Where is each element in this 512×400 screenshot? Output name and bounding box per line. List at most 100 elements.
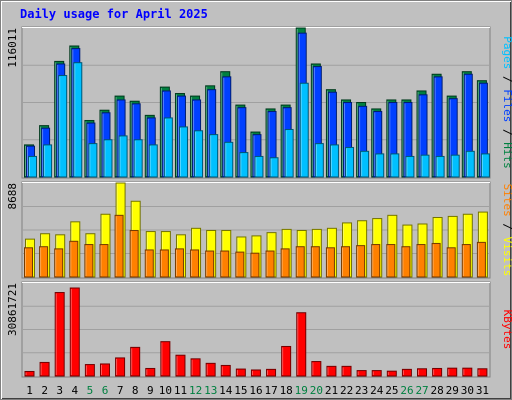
day-label-19: 19 <box>295 384 308 397</box>
day-label-28: 28 <box>431 384 444 397</box>
bar-kbytes-day-16 <box>250 369 261 377</box>
bar-kbytes-day-4 <box>69 287 80 377</box>
bar-kbytes-day-1 <box>24 370 35 377</box>
bar-pages-day-24 <box>375 153 385 178</box>
bar-sites-day-24 <box>371 244 381 278</box>
day-label-2: 2 <box>41 384 48 397</box>
bar-pages-day-3 <box>58 75 68 178</box>
bar-sites-day-3 <box>54 248 64 278</box>
bar-sites-day-13 <box>205 250 215 278</box>
bar-kbytes-day-24 <box>371 370 382 377</box>
legend-text: Sites / Visits <box>501 184 512 277</box>
legend-sites: Sites <box>501 184 512 217</box>
bar-pages-day-11 <box>178 126 188 178</box>
bar-kbytes-day-13 <box>205 362 216 377</box>
bar-kbytes-day-21 <box>326 365 337 377</box>
day-label-5: 5 <box>87 384 94 397</box>
bar-pages-day-31 <box>480 153 490 178</box>
bar-pages-day-20 <box>314 143 324 178</box>
bar-pages-day-8 <box>133 139 143 178</box>
bar-pages-day-21 <box>329 144 339 178</box>
day-label-27: 27 <box>415 384 428 397</box>
bar-kbytes-day-28 <box>432 367 443 377</box>
day-label-18: 18 <box>280 384 293 397</box>
legend-visits: Visits <box>501 237 512 277</box>
bar-kbytes-day-19 <box>296 312 307 377</box>
day-label-12: 12 <box>189 384 202 397</box>
panel-legend-kbytes: KBytes <box>501 310 512 350</box>
bar-sites-day-16 <box>250 252 260 278</box>
bar-kbytes-day-2 <box>39 361 50 377</box>
bar-kbytes-day-31 <box>477 368 488 377</box>
panel-legend-visits-sites: Sites / Visits <box>501 184 512 277</box>
bar-sites-day-15 <box>235 251 245 278</box>
day-label-6: 6 <box>102 384 109 397</box>
bar-pages-day-23 <box>360 150 370 178</box>
bar-pages-day-12 <box>194 130 204 178</box>
day-label-13: 13 <box>204 384 217 397</box>
bar-pages-day-14 <box>224 141 234 178</box>
legend-hits: Hits <box>501 142 512 169</box>
bar-pages-day-7 <box>118 135 128 178</box>
bar-sites-day-9 <box>144 249 154 278</box>
day-label-31: 31 <box>476 384 489 397</box>
bar-kbytes-day-11 <box>175 354 186 377</box>
legend-separator: / <box>501 69 512 89</box>
legend-kbytes: KBytes <box>501 310 512 350</box>
bar-kbytes-day-22 <box>341 365 352 377</box>
bar-pages-day-27 <box>420 154 430 178</box>
bar-sites-day-25 <box>386 244 396 278</box>
bar-kbytes-day-30 <box>462 367 473 377</box>
bar-pages-day-29 <box>450 154 460 178</box>
day-label-14: 14 <box>219 384 233 397</box>
day-label-23: 23 <box>355 384 368 397</box>
bar-kbytes-day-9 <box>145 367 156 377</box>
day-label-3: 3 <box>56 384 63 397</box>
day-label-16: 16 <box>249 384 262 397</box>
bar-kbytes-day-29 <box>447 367 458 377</box>
max-value-label: 116011 <box>6 28 19 68</box>
bar-kbytes-day-12 <box>190 358 201 377</box>
chart-panels: 116011 Pages / Files / Hits 8688 Sites / Vi… <box>6 26 512 378</box>
bar-sites-day-27 <box>416 244 426 278</box>
bar-pages-day-15 <box>239 152 249 178</box>
bar-sites-day-8 <box>129 229 139 278</box>
x-axis-day-labels: 1 2 3 4 5 6 7 8 9 10 11 12 13 14 15 16 17 18 19 20 21 22 23 24 2… <box>26 384 489 397</box>
day-label-8: 8 <box>132 384 139 397</box>
bar-pages-day-26 <box>405 155 415 178</box>
bar-sites-day-6 <box>99 244 109 278</box>
legend-pages: Pages <box>501 36 512 69</box>
bar-kbytes-day-6 <box>99 363 110 377</box>
panel-kbytes: 30861721 KBytes <box>6 281 512 378</box>
bar-pages-day-18 <box>284 128 294 178</box>
day-label-10: 10 <box>159 384 172 397</box>
bar-pages-day-13 <box>209 134 219 178</box>
bar-sites-day-31 <box>476 241 486 278</box>
bar-sites-day-23 <box>356 245 366 278</box>
legend-text: Pages / Files / Hits <box>501 36 512 169</box>
day-label-26: 26 <box>400 384 413 397</box>
day-label-22: 22 <box>340 384 353 397</box>
day-label-29: 29 <box>446 384 459 397</box>
bar-kbytes-day-15 <box>235 368 246 377</box>
bar-kbytes-day-20 <box>311 361 322 377</box>
panel-visits-sites: 8688 Sites / Visits <box>6 181 512 279</box>
bar-sites-day-1 <box>24 247 33 278</box>
bar-kbytes-day-5 <box>84 364 95 377</box>
bar-kbytes-day-10 <box>160 341 171 377</box>
bar-sites-day-30 <box>461 244 471 278</box>
bar-sites-day-28 <box>431 242 441 278</box>
bar-pages-day-5 <box>88 143 98 178</box>
bar-sites-day-5 <box>84 244 94 278</box>
bar-sites-day-20 <box>310 246 320 278</box>
bar-kbytes-day-8 <box>130 346 141 377</box>
bar-pages-day-28 <box>435 155 445 178</box>
panel-legend-hits-files-pages: Pages / Files / Hits <box>501 36 512 169</box>
day-label-20: 20 <box>310 384 323 397</box>
bar-kbytes-day-26 <box>401 368 412 377</box>
bar-kbytes-day-14 <box>220 364 231 377</box>
max-value-label: 8688 <box>6 183 19 210</box>
legend-separator: / <box>501 122 512 142</box>
bar-pages-day-19 <box>299 82 309 178</box>
